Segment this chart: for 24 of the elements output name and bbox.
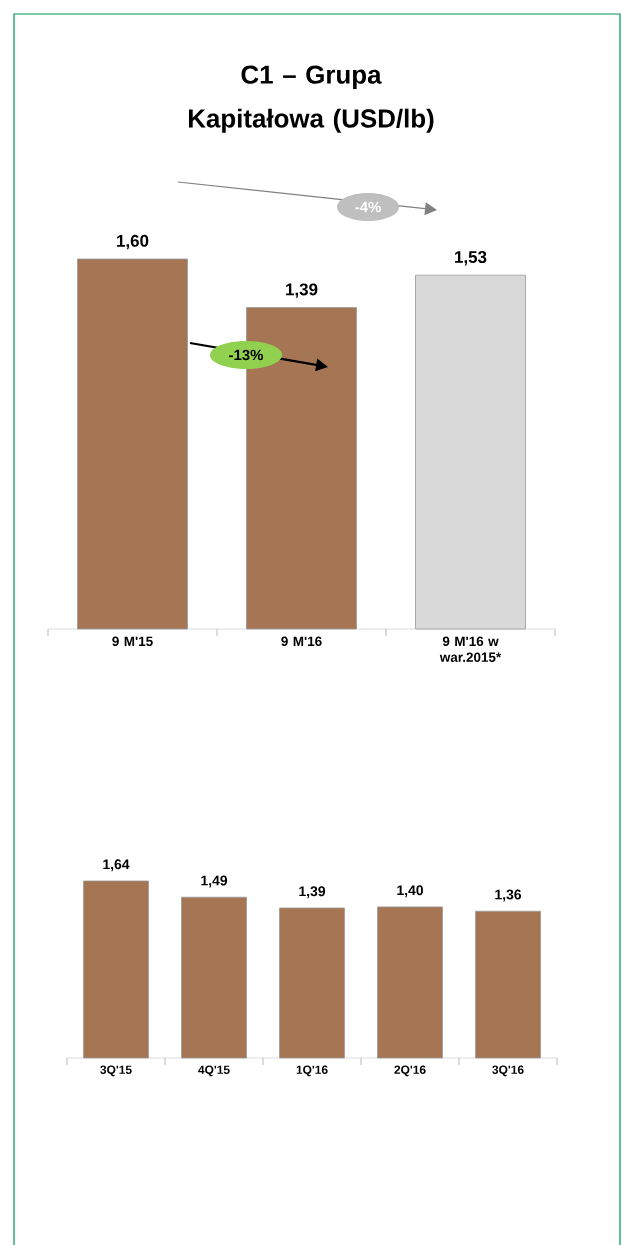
- data-label: 1,60: [117, 234, 149, 250]
- data-label: 1,49: [201, 875, 228, 888]
- data-label: 1,53: [455, 251, 487, 266]
- x-tick-label: 9 M'16: [281, 636, 322, 647]
- data-label: 1,36: [495, 889, 522, 902]
- bar: [279, 907, 345, 1059]
- annotation: -13%: [229, 349, 264, 361]
- bar: [475, 910, 541, 1059]
- x-tick-label: 1Q'16: [296, 1065, 328, 1077]
- x-tick-label: 3Q'15: [100, 1065, 132, 1077]
- x-tick-label: 4Q'15: [198, 1065, 230, 1077]
- x-tick-label: 2Q'16: [394, 1065, 426, 1077]
- x-tick-label: 3Q'16: [492, 1065, 524, 1077]
- x-tick-label: 9 M'15: [112, 636, 153, 647]
- data-label: 1,39: [299, 886, 326, 899]
- bar: [181, 896, 247, 1059]
- bar: [377, 906, 443, 1059]
- data-label: 1,39: [286, 283, 318, 298]
- data-label: 1,40: [397, 885, 423, 898]
- x-tick-label: 9 M'16 w war.2015*: [439, 636, 502, 662]
- text: -4%: [355, 201, 381, 213]
- chart-title: C1 – Grupa Kapitałowa (USD/lb): [188, 65, 434, 133]
- data-label: 1,64: [103, 859, 130, 872]
- bar: [83, 880, 149, 1059]
